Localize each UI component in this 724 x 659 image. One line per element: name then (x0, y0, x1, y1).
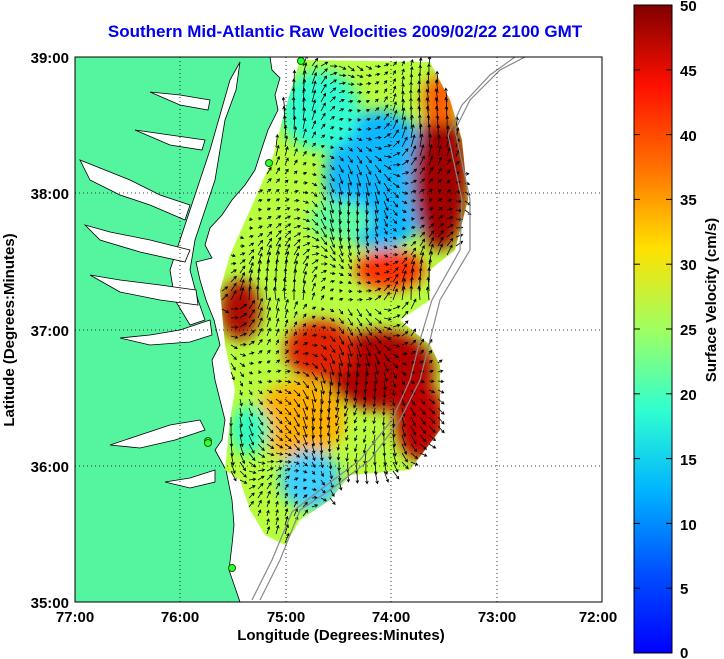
bathymetry-contours (251, 57, 526, 601)
x-tick-label: 74:00 (372, 609, 410, 626)
y-tick-label: 37:00 (31, 323, 69, 340)
y-axis-label: Latitude (Degrees:Minutes) (1, 233, 18, 426)
colorbar-tick-label: 50 (680, 0, 697, 15)
colorbar-tick-label: 5 (680, 581, 688, 598)
colorbar-tick-label: 30 (680, 257, 697, 274)
radar-station (265, 159, 273, 167)
y-tick-label: 38:00 (31, 186, 69, 203)
velocity-vectors (221, 57, 472, 544)
radar-station (297, 57, 305, 65)
x-tick-label: 73:00 (478, 609, 516, 626)
velocity-vector-arrows (221, 57, 472, 544)
colorbar-tick-label: 45 (680, 63, 697, 80)
radar-stations (204, 57, 305, 572)
y-tick-label: 35:00 (31, 595, 69, 612)
x-tick-label: 72:00 (579, 609, 617, 626)
y-tick-label: 36:00 (31, 459, 69, 476)
x-axis-label: Longitude (Degrees:Minutes) (237, 627, 445, 644)
x-axis: 77:00 76:00 75:00 74:00 73:00 72:00 Long… (56, 609, 617, 644)
colorbar: 50 45 40 35 30 25 20 15 10 5 0 Surface V… (633, 0, 720, 659)
colorbar-tick-label: 25 (680, 322, 697, 339)
x-tick-label: 76:00 (161, 609, 199, 626)
x-tick-label: 75:00 (267, 609, 305, 626)
y-axis: 39:00 38:00 37:00 36:00 35:00 Latitude (… (1, 50, 69, 612)
y-tick-label: 39:00 (31, 50, 69, 67)
colorbar-tick-label: 40 (680, 128, 697, 145)
map-title: Southern Mid-Atlantic Raw Velocities 200… (107, 22, 583, 41)
radar-station (204, 439, 212, 447)
colorbar-tick-label: 10 (680, 517, 697, 534)
colorbar-tick-label: 20 (680, 387, 697, 404)
grid-lines (75, 57, 602, 602)
colorbar-tick-label: 15 (680, 452, 697, 469)
colorbar-tick-label: 0 (680, 645, 688, 659)
colorbar-gradient (633, 4, 673, 654)
colorbar-tick-label: 35 (680, 192, 697, 209)
radar-station (228, 564, 236, 572)
x-tick-label: 77:00 (56, 609, 94, 626)
colorbar-label: Surface Velocity (cm/s) (703, 218, 720, 382)
